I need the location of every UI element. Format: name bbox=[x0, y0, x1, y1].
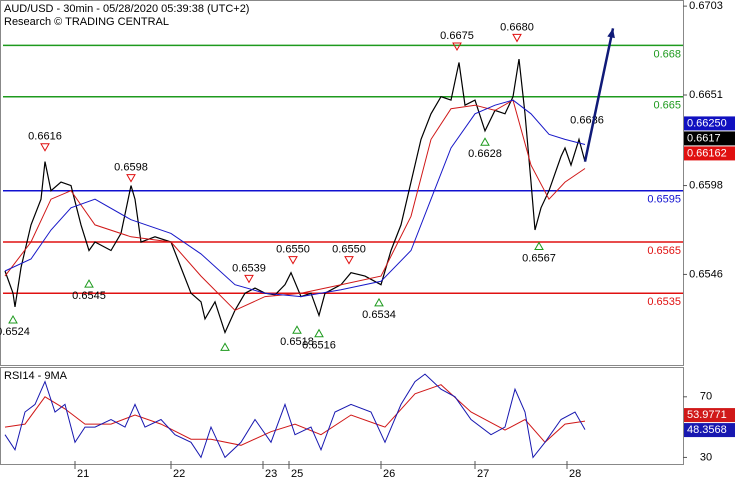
rsi-value-box-label: 48.3568 bbox=[687, 424, 727, 436]
rsi-value-box bbox=[684, 423, 735, 438]
trough-label: 0.6516 bbox=[302, 340, 336, 352]
y-tick-label: 0.6598 bbox=[689, 179, 723, 191]
x-tick-label: 26 bbox=[383, 468, 395, 480]
peak-marker bbox=[126, 174, 136, 183]
trough-label: 0.6534 bbox=[362, 309, 396, 321]
x-tick-label: 22 bbox=[173, 468, 185, 480]
rsi-pane bbox=[0, 367, 684, 465]
chart-subtitle: Research © TRADING CENTRAL bbox=[4, 16, 169, 28]
pane-title: RSI14 - 9MA bbox=[4, 370, 68, 382]
trough-marker bbox=[314, 328, 324, 338]
series-line bbox=[4, 99, 586, 298]
series-line bbox=[4, 384, 586, 446]
trough-marker bbox=[84, 279, 94, 288]
peak-marker bbox=[288, 256, 298, 265]
y-tick-label: 0.6546 bbox=[689, 268, 723, 280]
trough-label: 0.6567 bbox=[522, 252, 556, 264]
series-line bbox=[4, 99, 586, 311]
peak-marker bbox=[244, 274, 254, 284]
x-tick-label: 23 bbox=[265, 468, 277, 480]
chart-title: AUD/USD - 30min - 05/28/2020 05:39:38 (U… bbox=[4, 3, 249, 15]
trough-marker bbox=[480, 137, 490, 146]
peak-marker bbox=[344, 256, 354, 265]
peak-marker bbox=[40, 143, 50, 152]
x-tick-label: 25 bbox=[291, 468, 303, 480]
trough-label: 0.6545 bbox=[72, 290, 106, 302]
peak-marker bbox=[512, 33, 522, 43]
current-value-box bbox=[684, 146, 735, 161]
peak-label: 0.6550 bbox=[332, 243, 366, 255]
peak-label: 0.6616 bbox=[28, 131, 62, 143]
x-tick-label: 21 bbox=[77, 468, 89, 480]
y-tick-label: 30 bbox=[700, 451, 712, 463]
y-tick-label: 0.6651 bbox=[689, 89, 723, 101]
trough-label: 0.6628 bbox=[468, 148, 502, 160]
forecast-arrow bbox=[583, 28, 615, 162]
series-line bbox=[4, 373, 586, 459]
trough-marker bbox=[374, 297, 384, 307]
peak-label: 0.6675 bbox=[440, 30, 474, 42]
rsi-value-box bbox=[684, 408, 735, 423]
level-label: 0.668 bbox=[653, 48, 681, 60]
current-value-box-label: 0.66162 bbox=[687, 147, 727, 159]
peak-label: 0.6539 bbox=[232, 262, 266, 274]
y-tick-label: 70 bbox=[700, 391, 712, 403]
current-value-box bbox=[684, 131, 735, 146]
current-value-box bbox=[684, 116, 735, 131]
price-label: 0.6636 bbox=[570, 115, 604, 127]
trough-marker bbox=[220, 342, 230, 351]
level-label: 0.6565 bbox=[647, 245, 681, 257]
rsi-value-box-label: 53.9771 bbox=[687, 409, 727, 421]
current-value-box-label: 0.6617 bbox=[687, 132, 721, 144]
y-tick-label: 0.6703 bbox=[689, 0, 723, 12]
level-label: 0.6595 bbox=[647, 194, 681, 206]
x-tick-label: 28 bbox=[569, 468, 581, 480]
trough-marker bbox=[8, 315, 18, 324]
x-tick-label: 27 bbox=[477, 468, 489, 480]
peak-label: 0.6550 bbox=[276, 243, 310, 255]
forecast-arrowhead bbox=[607, 28, 615, 39]
peak-label: 0.6598 bbox=[114, 161, 148, 173]
price-pane bbox=[0, 0, 684, 366]
level-label: 0.665 bbox=[653, 100, 681, 112]
trough-marker bbox=[534, 241, 544, 251]
peak-label: 0.6680 bbox=[500, 21, 534, 33]
trough-label: 0.6524 bbox=[0, 326, 30, 338]
trough-label: 0.6518 bbox=[280, 336, 314, 348]
trough-marker bbox=[292, 325, 302, 334]
current-value-box-label: 0.66250 bbox=[687, 117, 727, 129]
level-label: 0.6535 bbox=[647, 296, 681, 308]
peak-marker bbox=[452, 42, 462, 51]
